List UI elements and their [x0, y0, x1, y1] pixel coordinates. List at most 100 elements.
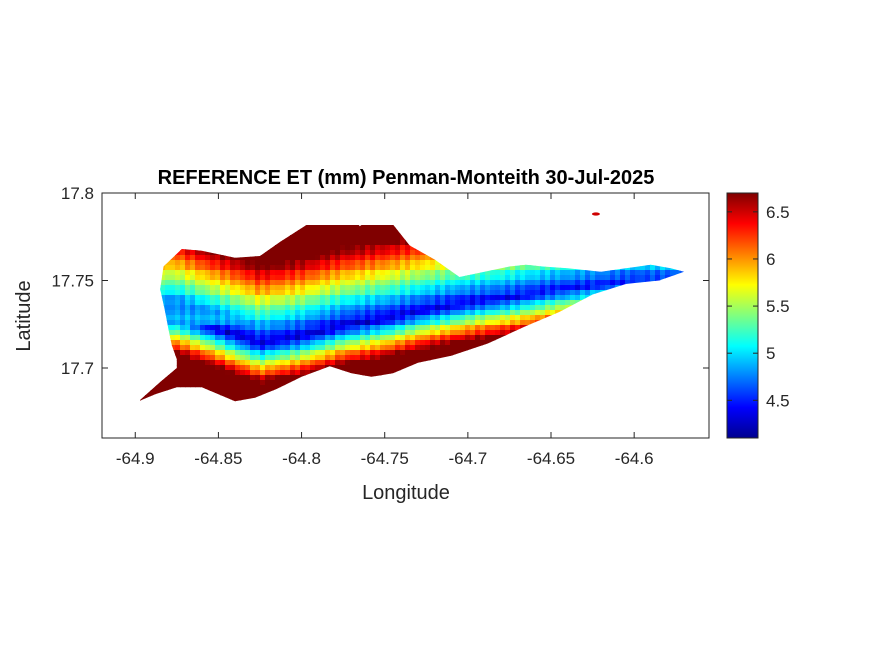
heatmap-cell — [355, 370, 361, 376]
heatmap-cell — [330, 360, 336, 366]
heatmap-cell — [275, 370, 281, 376]
heatmap-cell — [305, 290, 311, 296]
heatmap-cell — [430, 265, 436, 271]
heatmap-cell — [355, 280, 361, 286]
heatmap-cell — [535, 275, 541, 281]
heatmap-cell — [300, 290, 306, 296]
heatmap-cell — [215, 315, 221, 321]
heatmap-cell — [195, 285, 201, 291]
heatmap-cell — [195, 360, 201, 366]
heatmap-cell — [370, 355, 376, 361]
heatmap-cell — [495, 270, 501, 276]
heatmap-cell — [400, 275, 406, 281]
heatmap-cell — [320, 225, 326, 231]
heatmap-cell — [295, 375, 301, 381]
heatmap-cell — [285, 285, 291, 291]
heatmap-cell — [380, 360, 386, 366]
heatmap-cell — [305, 230, 311, 236]
heatmap-cell — [450, 285, 456, 291]
heatmap-cell — [275, 265, 281, 271]
heatmap-cell — [185, 315, 191, 321]
heatmap-cell — [365, 360, 371, 366]
heatmap-cell — [375, 250, 381, 256]
heatmap-cell — [355, 230, 361, 236]
heatmap-cell — [315, 340, 321, 346]
heatmap-cell — [355, 225, 361, 231]
heatmap-cell — [250, 315, 256, 321]
heatmap-cell — [600, 275, 606, 281]
heatmap-cell — [270, 385, 276, 391]
heatmap-cell — [395, 345, 401, 351]
heatmap-cell — [310, 270, 316, 276]
heatmap-cell — [265, 380, 271, 386]
heatmap-cell — [260, 300, 266, 306]
heatmap-cell — [385, 240, 391, 246]
heatmap-cell — [215, 350, 221, 356]
heatmap-cell — [390, 330, 396, 336]
heatmap-cell — [370, 345, 376, 351]
heatmap-cell — [170, 310, 176, 316]
heatmap-cell — [405, 345, 411, 351]
heatmap-cell — [385, 250, 391, 256]
heatmap-cell — [375, 245, 381, 251]
heatmap-cell — [270, 350, 276, 356]
heatmap-cell — [630, 280, 636, 286]
heatmap-cell — [630, 265, 636, 271]
heatmap-cell — [275, 285, 281, 291]
heatmap-cell — [540, 275, 546, 281]
heatmap-cell — [345, 280, 351, 286]
heatmap-cell — [380, 370, 386, 376]
heatmap-cell — [190, 315, 196, 321]
heatmap-cell — [255, 255, 261, 261]
heatmap-cell — [435, 290, 441, 296]
heatmap-cell — [270, 305, 276, 311]
heatmap-cell — [215, 340, 221, 346]
heatmap-cell — [290, 300, 296, 306]
heatmap-cell — [255, 385, 261, 391]
heatmap-cell — [370, 325, 376, 331]
heatmap-cell — [220, 385, 226, 391]
heatmap-cell — [490, 310, 496, 316]
heatmap-cell — [500, 275, 506, 281]
heatmap-cell — [225, 290, 231, 296]
heatmap-cell — [285, 380, 291, 386]
heatmap-cell — [555, 265, 561, 271]
heatmap-cell — [290, 250, 296, 256]
heatmap-cell — [555, 290, 561, 296]
heatmap-cell — [480, 330, 486, 336]
heatmap-cell — [235, 340, 241, 346]
heatmap-cell — [330, 295, 336, 301]
heatmap-cell — [315, 350, 321, 356]
heatmap-cell — [310, 240, 316, 246]
colorbar-tick-label: 5.5 — [766, 297, 790, 316]
heatmap-cell — [280, 285, 286, 291]
heatmap-cell — [410, 320, 416, 326]
heatmap-cell — [170, 375, 176, 381]
heatmap-cell — [215, 280, 221, 286]
heatmap-cell — [260, 330, 266, 336]
heatmap-cell — [170, 320, 176, 326]
heatmap-cell — [185, 295, 191, 301]
heatmap-cell — [225, 320, 231, 326]
heatmap-cell — [420, 265, 426, 271]
heatmap-cell — [370, 265, 376, 271]
heatmap-cell — [415, 300, 421, 306]
heatmap-cell — [185, 370, 191, 376]
heatmap-cell — [345, 250, 351, 256]
heatmap-cell — [200, 290, 206, 296]
heatmap-cell — [630, 275, 636, 281]
heatmap-cell — [460, 305, 466, 311]
heatmap-cell — [185, 300, 191, 306]
heatmap-cell — [615, 270, 621, 276]
heatmap-cell — [180, 325, 186, 331]
heatmap-cell — [170, 380, 176, 386]
heatmap-cell — [190, 285, 196, 291]
heatmap-cell — [485, 290, 491, 296]
heatmap-cell — [350, 290, 356, 296]
heatmap-cell — [385, 280, 391, 286]
heatmap-cell — [295, 360, 301, 366]
heatmap-cell — [520, 270, 526, 276]
heatmap-cell — [355, 315, 361, 321]
heatmap-cell — [615, 280, 621, 286]
heatmap-cell — [190, 275, 196, 281]
